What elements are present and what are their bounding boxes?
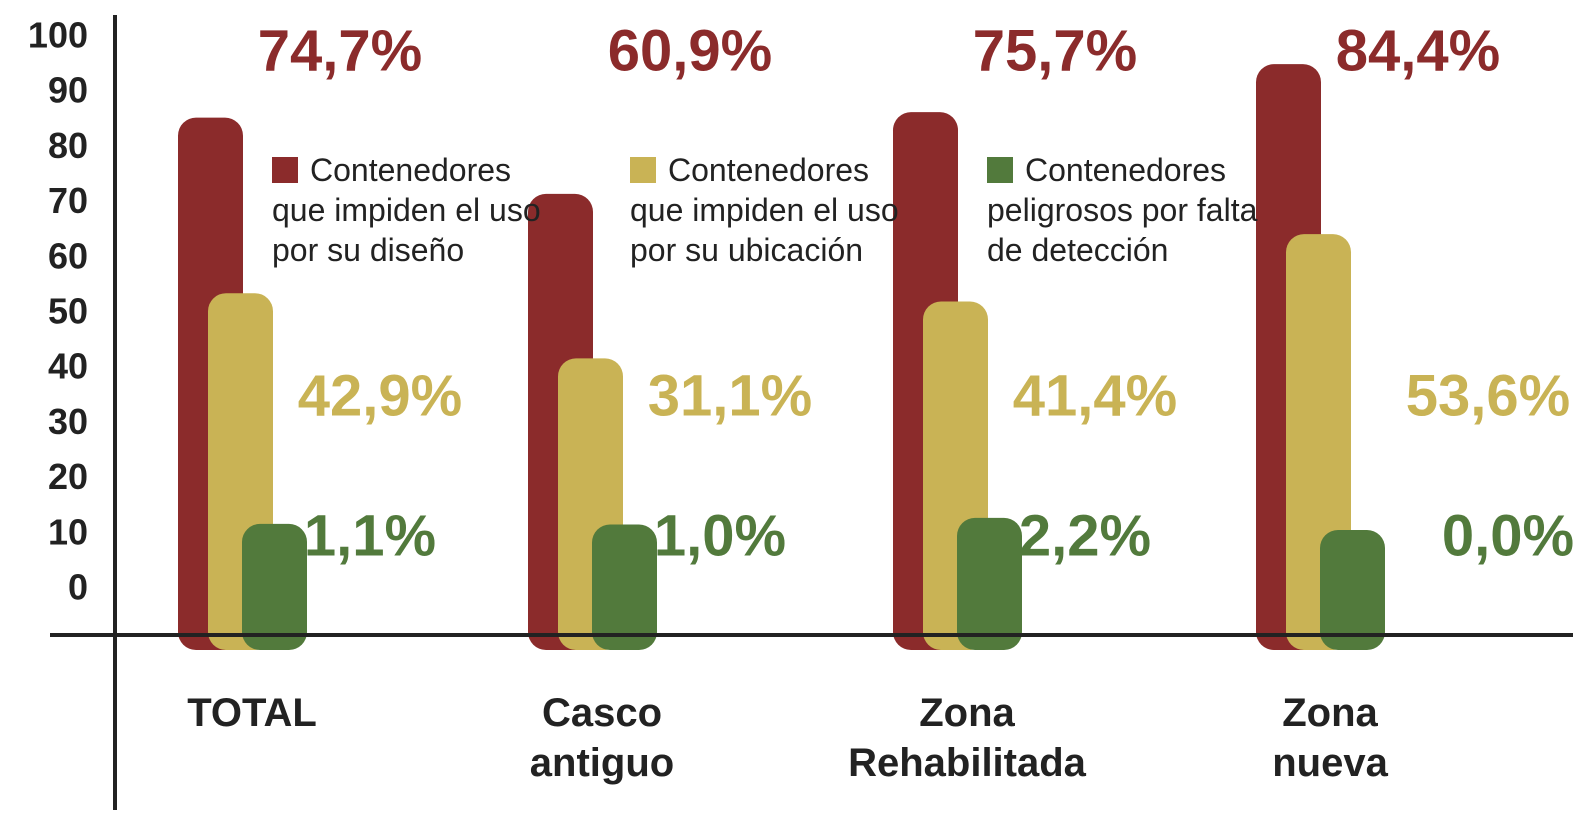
legend-entry: Contenedores que impiden el uso por su d… (272, 150, 550, 270)
x-tick-label: Zona nueva (1272, 688, 1388, 788)
chart: 0 10 20 30 40 50 60 70 80 90 100 74,7% 42,9% 1,1% 60,9… (0, 0, 1573, 814)
value-label: 1,0% (654, 503, 786, 568)
y-tick-label: 60 (48, 235, 88, 276)
bar (957, 518, 1022, 650)
bar (242, 524, 307, 650)
value-label: 2,2% (1019, 503, 1151, 568)
y-tick-label: 20 (48, 456, 88, 497)
y-tick-label: 50 (48, 291, 88, 332)
legend-label: Contenedores que impiden el uso por su u… (630, 152, 899, 268)
value-label: 41,4% (1013, 363, 1177, 428)
bar (1320, 530, 1385, 650)
value-label: 31,1% (648, 363, 812, 428)
y-tick-label: 80 (48, 125, 88, 166)
legend-entry: Contenedores que impiden el uso por su u… (630, 150, 908, 270)
y-tick-label: 30 (48, 401, 88, 442)
value-label: 1,1% (304, 503, 436, 568)
legend-label: Contenedores peligrosos por falta de det… (987, 152, 1257, 268)
legend-entry: Contenedores peligrosos por falta de det… (987, 150, 1265, 270)
legend-swatch (987, 157, 1013, 183)
value-label: 42,9% (298, 363, 462, 428)
value-label: 53,6% (1406, 363, 1570, 428)
y-tick-label: 100 (28, 15, 88, 56)
value-label: 75,7% (973, 18, 1137, 83)
value-label: 74,7% (258, 18, 422, 83)
value-label: 84,4% (1336, 18, 1500, 83)
y-tick-label: 0 (68, 567, 88, 608)
bar (592, 524, 657, 650)
y-tick-label: 10 (48, 511, 88, 552)
x-tick-label: TOTAL (187, 688, 317, 738)
y-tick-label: 70 (48, 180, 88, 221)
x-tick-label: Casco antiguo (530, 688, 674, 788)
legend-swatch (630, 157, 656, 183)
value-label: 60,9% (608, 18, 772, 83)
legend-label: Contenedores que impiden el uso por su d… (272, 152, 541, 268)
y-tick-label: 90 (48, 70, 88, 111)
x-tick-label: Zona Rehabilitada (848, 688, 1086, 788)
y-tick-label: 40 (48, 346, 88, 387)
legend-swatch (272, 157, 298, 183)
value-label: 0,0% (1442, 503, 1573, 568)
